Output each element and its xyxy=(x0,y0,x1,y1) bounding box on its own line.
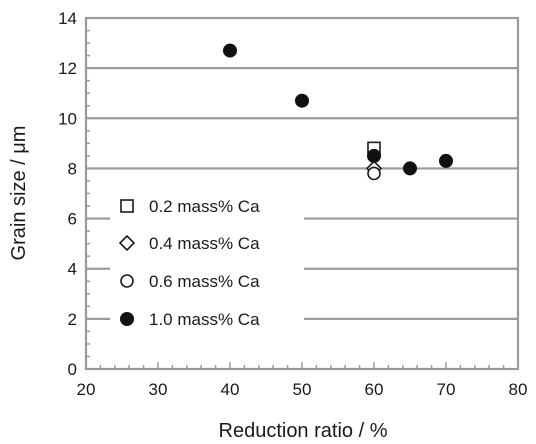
legend-marker-4 xyxy=(120,312,134,326)
legend: 0.2 mass% Ca 0.4 mass% Ca 0.6 mass% Ca 1.0 … xyxy=(110,192,304,340)
data-points xyxy=(223,43,453,181)
y-tick-label: 4 xyxy=(68,260,77,279)
x-tick-label: 40 xyxy=(221,380,240,399)
legend-marker-2 xyxy=(118,234,136,252)
data-point-series-4 xyxy=(223,43,237,58)
data-point-series-4 xyxy=(295,93,309,108)
x-tick-label: 50 xyxy=(293,380,312,399)
x-tick-label: 30 xyxy=(149,380,168,399)
data-point-series-4 xyxy=(439,153,453,168)
data-point-series-4 xyxy=(367,148,381,163)
legend-background xyxy=(110,192,304,340)
data-point-series-3 xyxy=(367,166,381,181)
tick-labels: 0 2 4 6 8 10 12 14 20 30 40 50 60 70 80 xyxy=(58,9,527,399)
x-tick-label: 20 xyxy=(77,380,96,399)
legend-label: 0.4 mass% Ca xyxy=(149,234,260,253)
x-tick-label: 80 xyxy=(509,380,528,399)
legend-label: 0.2 mass% Ca xyxy=(149,197,260,216)
y-tick-label: 6 xyxy=(68,210,77,229)
legend-label: 0.6 mass% Ca xyxy=(149,272,260,291)
y-tick-label: 12 xyxy=(58,59,77,78)
data-point-series-4 xyxy=(403,161,417,176)
axes xyxy=(84,16,520,371)
x-tick-label: 70 xyxy=(437,380,456,399)
y-tick-label: 14 xyxy=(58,9,77,28)
legend-marker-3 xyxy=(120,274,134,288)
x-axis-title: Reduction ratio / % xyxy=(219,420,388,442)
legend-label: 1.0 mass% Ca xyxy=(149,310,260,329)
legend-marker-1 xyxy=(120,199,134,213)
y-tick-label: 8 xyxy=(68,159,77,178)
y-tick-label: 2 xyxy=(68,310,77,329)
y-tick-label: 10 xyxy=(58,109,77,128)
y-tick-label: 0 xyxy=(68,360,77,379)
x-tick-label: 60 xyxy=(365,380,384,399)
y-axis-title: Grain size / μm xyxy=(8,126,30,261)
